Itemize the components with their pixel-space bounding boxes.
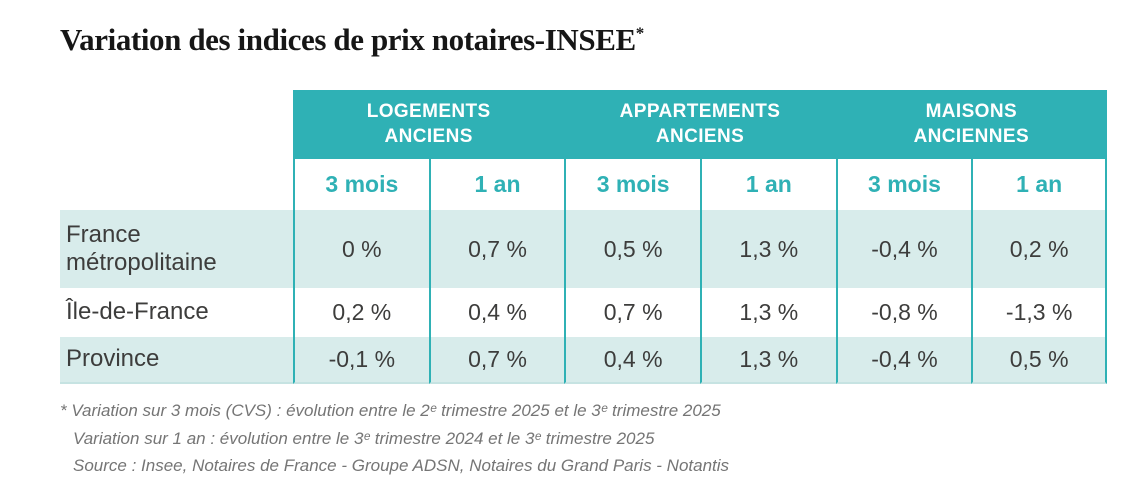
value-province-maisons-3mois: -0,4 % bbox=[835, 337, 972, 384]
row-label-france-metropolitaine: France métropolitaine bbox=[60, 210, 293, 288]
subheader-maisons-1an: 1 an bbox=[971, 159, 1107, 210]
value-idf-appartements-1an: 1,3 % bbox=[700, 288, 836, 337]
value-province-logements-1an: 0,7 % bbox=[428, 337, 565, 384]
value-province-logements-3mois: -0,1 % bbox=[293, 337, 429, 384]
value-france-maisons-1an: 0,2 % bbox=[971, 210, 1107, 288]
subheader-logements-1an: 1 an bbox=[428, 159, 565, 210]
value-france-maisons-3mois: -0,4 % bbox=[835, 210, 972, 288]
subheader-spacer bbox=[60, 159, 293, 210]
value-idf-logements-3mois: 0,2 % bbox=[293, 288, 429, 337]
row-label-ile-de-france: Île-de-France bbox=[66, 298, 209, 326]
value-province-appartements-3mois: 0,4 % bbox=[564, 337, 700, 384]
value-province-appartements-1an: 1,3 % bbox=[700, 337, 836, 384]
value-idf-maisons-1an: -1,3 % bbox=[971, 288, 1107, 337]
column-group-maisons-anciennes: MAISONS ANCIENNES bbox=[835, 90, 1107, 159]
value-france-logements-1an: 0,7 % bbox=[428, 210, 565, 288]
subheader-logements-3mois: 3 mois bbox=[293, 159, 429, 210]
value-idf-appartements-3mois: 0,7 % bbox=[564, 288, 700, 337]
title-text: Variation des indices de prix notaires-I… bbox=[60, 22, 636, 57]
value-france-appartements-1an: 1,3 % bbox=[700, 210, 836, 288]
value-idf-maisons-3mois: -0,8 % bbox=[835, 288, 972, 337]
subheader-maisons-3mois: 3 mois bbox=[835, 159, 972, 210]
footnote-line-3mois: * Variation sur 3 mois (CVS) : évolution… bbox=[60, 401, 721, 420]
corner-spacer bbox=[60, 90, 293, 159]
column-group-appartements-anciens: APPARTEMENTS ANCIENS bbox=[564, 90, 836, 159]
value-idf-logements-1an: 0,4 % bbox=[428, 288, 565, 337]
row-label-province: Province bbox=[60, 337, 293, 384]
footnotes: * Variation sur 3 mois (CVS) : évolution… bbox=[60, 397, 729, 480]
subheader-appartements-1an: 1 an bbox=[700, 159, 836, 210]
footnote-line-1an: Variation sur 1 an : évolution entre le … bbox=[73, 428, 655, 448]
subheader-appartements-3mois: 3 mois bbox=[564, 159, 700, 210]
footnote-line-source: Source : Insee, Notaires de France - Gro… bbox=[73, 456, 730, 476]
column-group-logements-anciens: LOGEMENTS ANCIENS bbox=[293, 90, 565, 159]
value-france-appartements-3mois: 0,5 % bbox=[564, 210, 700, 288]
page-title: Variation des indices de prix notaires-I… bbox=[60, 22, 644, 58]
title-asterisk: * bbox=[635, 23, 645, 43]
value-france-logements-3mois: 0 % bbox=[293, 210, 429, 288]
price-variation-table: LOGEMENTS ANCIENS APPARTEMENTS ANCIENS M… bbox=[60, 90, 1107, 384]
value-province-maisons-1an: 0,5 % bbox=[971, 337, 1107, 384]
